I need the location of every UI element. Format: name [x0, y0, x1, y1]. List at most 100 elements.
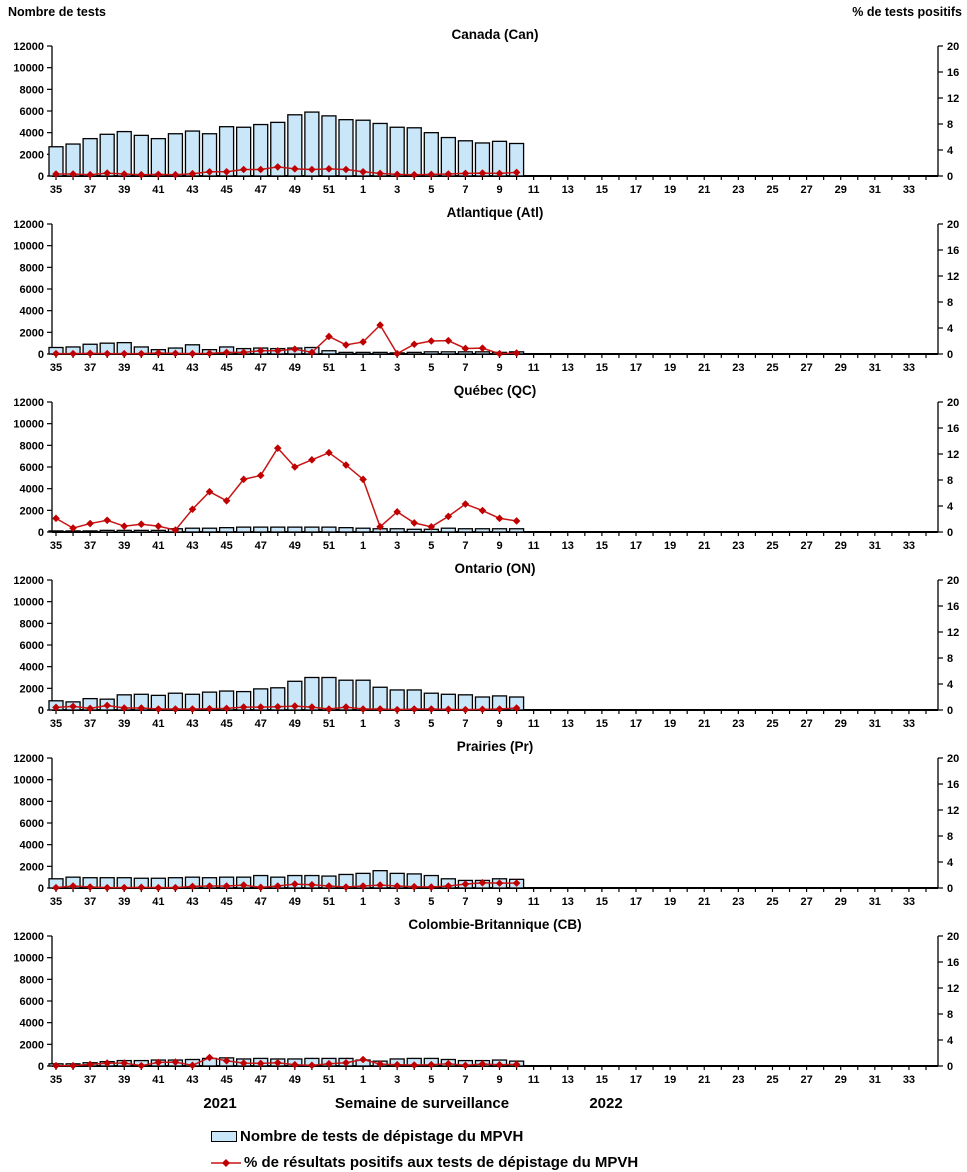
svg-text:39: 39	[118, 718, 130, 730]
svg-text:12000: 12000	[13, 219, 44, 231]
svg-text:23: 23	[732, 1074, 744, 1086]
svg-text:1: 1	[360, 718, 366, 730]
svg-text:8: 8	[947, 653, 953, 665]
panel-title: Atlantique (Atl)	[447, 205, 544, 220]
svg-text:31: 31	[869, 1074, 881, 1086]
svg-text:20: 20	[947, 575, 959, 587]
svg-text:16: 16	[947, 779, 959, 791]
svg-text:10000: 10000	[13, 953, 44, 965]
axes	[51, 402, 939, 533]
legend-item-positivity: % de résultats positifs aux tests de dép…	[211, 1149, 967, 1172]
svg-text:45: 45	[220, 184, 232, 196]
svg-text:4: 4	[947, 501, 954, 513]
svg-text:12000: 12000	[13, 931, 44, 943]
svg-text:17: 17	[630, 896, 642, 908]
svg-text:23: 23	[732, 718, 744, 730]
svg-text:27: 27	[800, 1074, 812, 1086]
svg-text:33: 33	[903, 896, 915, 908]
svg-text:35: 35	[50, 540, 62, 552]
svg-text:17: 17	[630, 362, 642, 374]
chart-panel-3: Ontario (ON)0200040006000800010000120000…	[13, 561, 959, 730]
axis-headers: Nombre de tests % de tests positifs	[0, 0, 967, 26]
axes	[51, 580, 939, 711]
svg-text:15: 15	[596, 540, 608, 552]
svg-text:37: 37	[84, 718, 96, 730]
svg-text:4: 4	[947, 857, 954, 869]
positivity-line	[52, 701, 521, 714]
svg-text:19: 19	[664, 718, 676, 730]
svg-text:25: 25	[766, 362, 778, 374]
svg-text:23: 23	[732, 184, 744, 196]
svg-text:9: 9	[496, 718, 502, 730]
svg-text:11: 11	[528, 184, 540, 196]
svg-text:45: 45	[220, 896, 232, 908]
svg-text:3: 3	[394, 540, 400, 552]
svg-text:7: 7	[462, 184, 468, 196]
svg-text:9: 9	[496, 184, 502, 196]
x-axis: 35 37 39 41 43 45 47 49 51 1 3 5 7 9 11 13 15 17 19 21 23 25 2…	[50, 888, 927, 908]
svg-text:41: 41	[152, 896, 164, 908]
svg-text:51: 51	[323, 362, 335, 374]
positivity-line	[52, 879, 521, 892]
svg-text:49: 49	[289, 896, 301, 908]
svg-text:6000: 6000	[20, 284, 44, 296]
svg-text:25: 25	[766, 184, 778, 196]
svg-text:29: 29	[835, 718, 847, 730]
svg-text:5: 5	[428, 896, 434, 908]
svg-text:0: 0	[38, 705, 44, 717]
svg-text:29: 29	[835, 896, 847, 908]
svg-text:5: 5	[428, 540, 434, 552]
year-label-right: 2022	[589, 1095, 623, 1112]
y-axis-left: 0 2000 4000 6000 8000 10000 12000	[13, 575, 52, 717]
tests-bars	[48, 341, 525, 355]
svg-text:0: 0	[947, 705, 953, 717]
chart-panel-0: Canada (Can)0200040006000800010000120000…	[13, 27, 959, 196]
svg-text:16: 16	[947, 245, 959, 257]
svg-text:15: 15	[596, 896, 608, 908]
svg-text:7: 7	[462, 540, 468, 552]
svg-text:37: 37	[84, 362, 96, 374]
svg-text:8000: 8000	[20, 440, 44, 452]
svg-text:16: 16	[947, 67, 959, 79]
tests-bars	[48, 111, 525, 177]
svg-text:10000: 10000	[13, 419, 44, 431]
svg-text:5: 5	[428, 362, 434, 374]
svg-text:4000: 4000	[20, 484, 44, 496]
svg-text:29: 29	[835, 184, 847, 196]
svg-text:51: 51	[323, 184, 335, 196]
svg-text:35: 35	[50, 184, 62, 196]
svg-text:8: 8	[947, 831, 953, 843]
svg-text:39: 39	[118, 184, 130, 196]
svg-text:0: 0	[947, 349, 953, 361]
svg-text:43: 43	[186, 896, 198, 908]
svg-text:12: 12	[947, 627, 959, 639]
svg-text:4: 4	[947, 323, 954, 335]
svg-text:13: 13	[562, 1074, 574, 1086]
svg-text:21: 21	[698, 540, 710, 552]
svg-text:12: 12	[947, 271, 959, 283]
svg-text:7: 7	[462, 896, 468, 908]
svg-text:9: 9	[496, 896, 502, 908]
svg-text:4000: 4000	[20, 662, 44, 674]
chart-panel-2: Québec (QC) 0 2000 4000 6000 8000 10000 12000 0 4…	[13, 383, 959, 552]
svg-text:2000: 2000	[20, 861, 44, 873]
svg-text:37: 37	[84, 184, 96, 196]
panel-title: Prairies (Pr)	[457, 739, 534, 754]
svg-text:4000: 4000	[20, 840, 44, 852]
svg-text:0: 0	[38, 527, 44, 539]
svg-text:15: 15	[596, 718, 608, 730]
svg-text:31: 31	[869, 718, 881, 730]
svg-text:25: 25	[766, 896, 778, 908]
svg-text:35: 35	[50, 718, 62, 730]
svg-text:51: 51	[323, 1074, 335, 1086]
svg-text:33: 33	[903, 1074, 915, 1086]
panel-title: Colombie-Britannique (CB)	[408, 917, 581, 932]
svg-text:35: 35	[50, 362, 62, 374]
svg-text:27: 27	[800, 896, 812, 908]
svg-text:39: 39	[118, 362, 130, 374]
svg-text:41: 41	[152, 540, 164, 552]
svg-text:12: 12	[947, 983, 959, 995]
svg-text:8: 8	[947, 475, 953, 487]
svg-text:6000: 6000	[20, 462, 44, 474]
svg-text:9: 9	[496, 540, 502, 552]
